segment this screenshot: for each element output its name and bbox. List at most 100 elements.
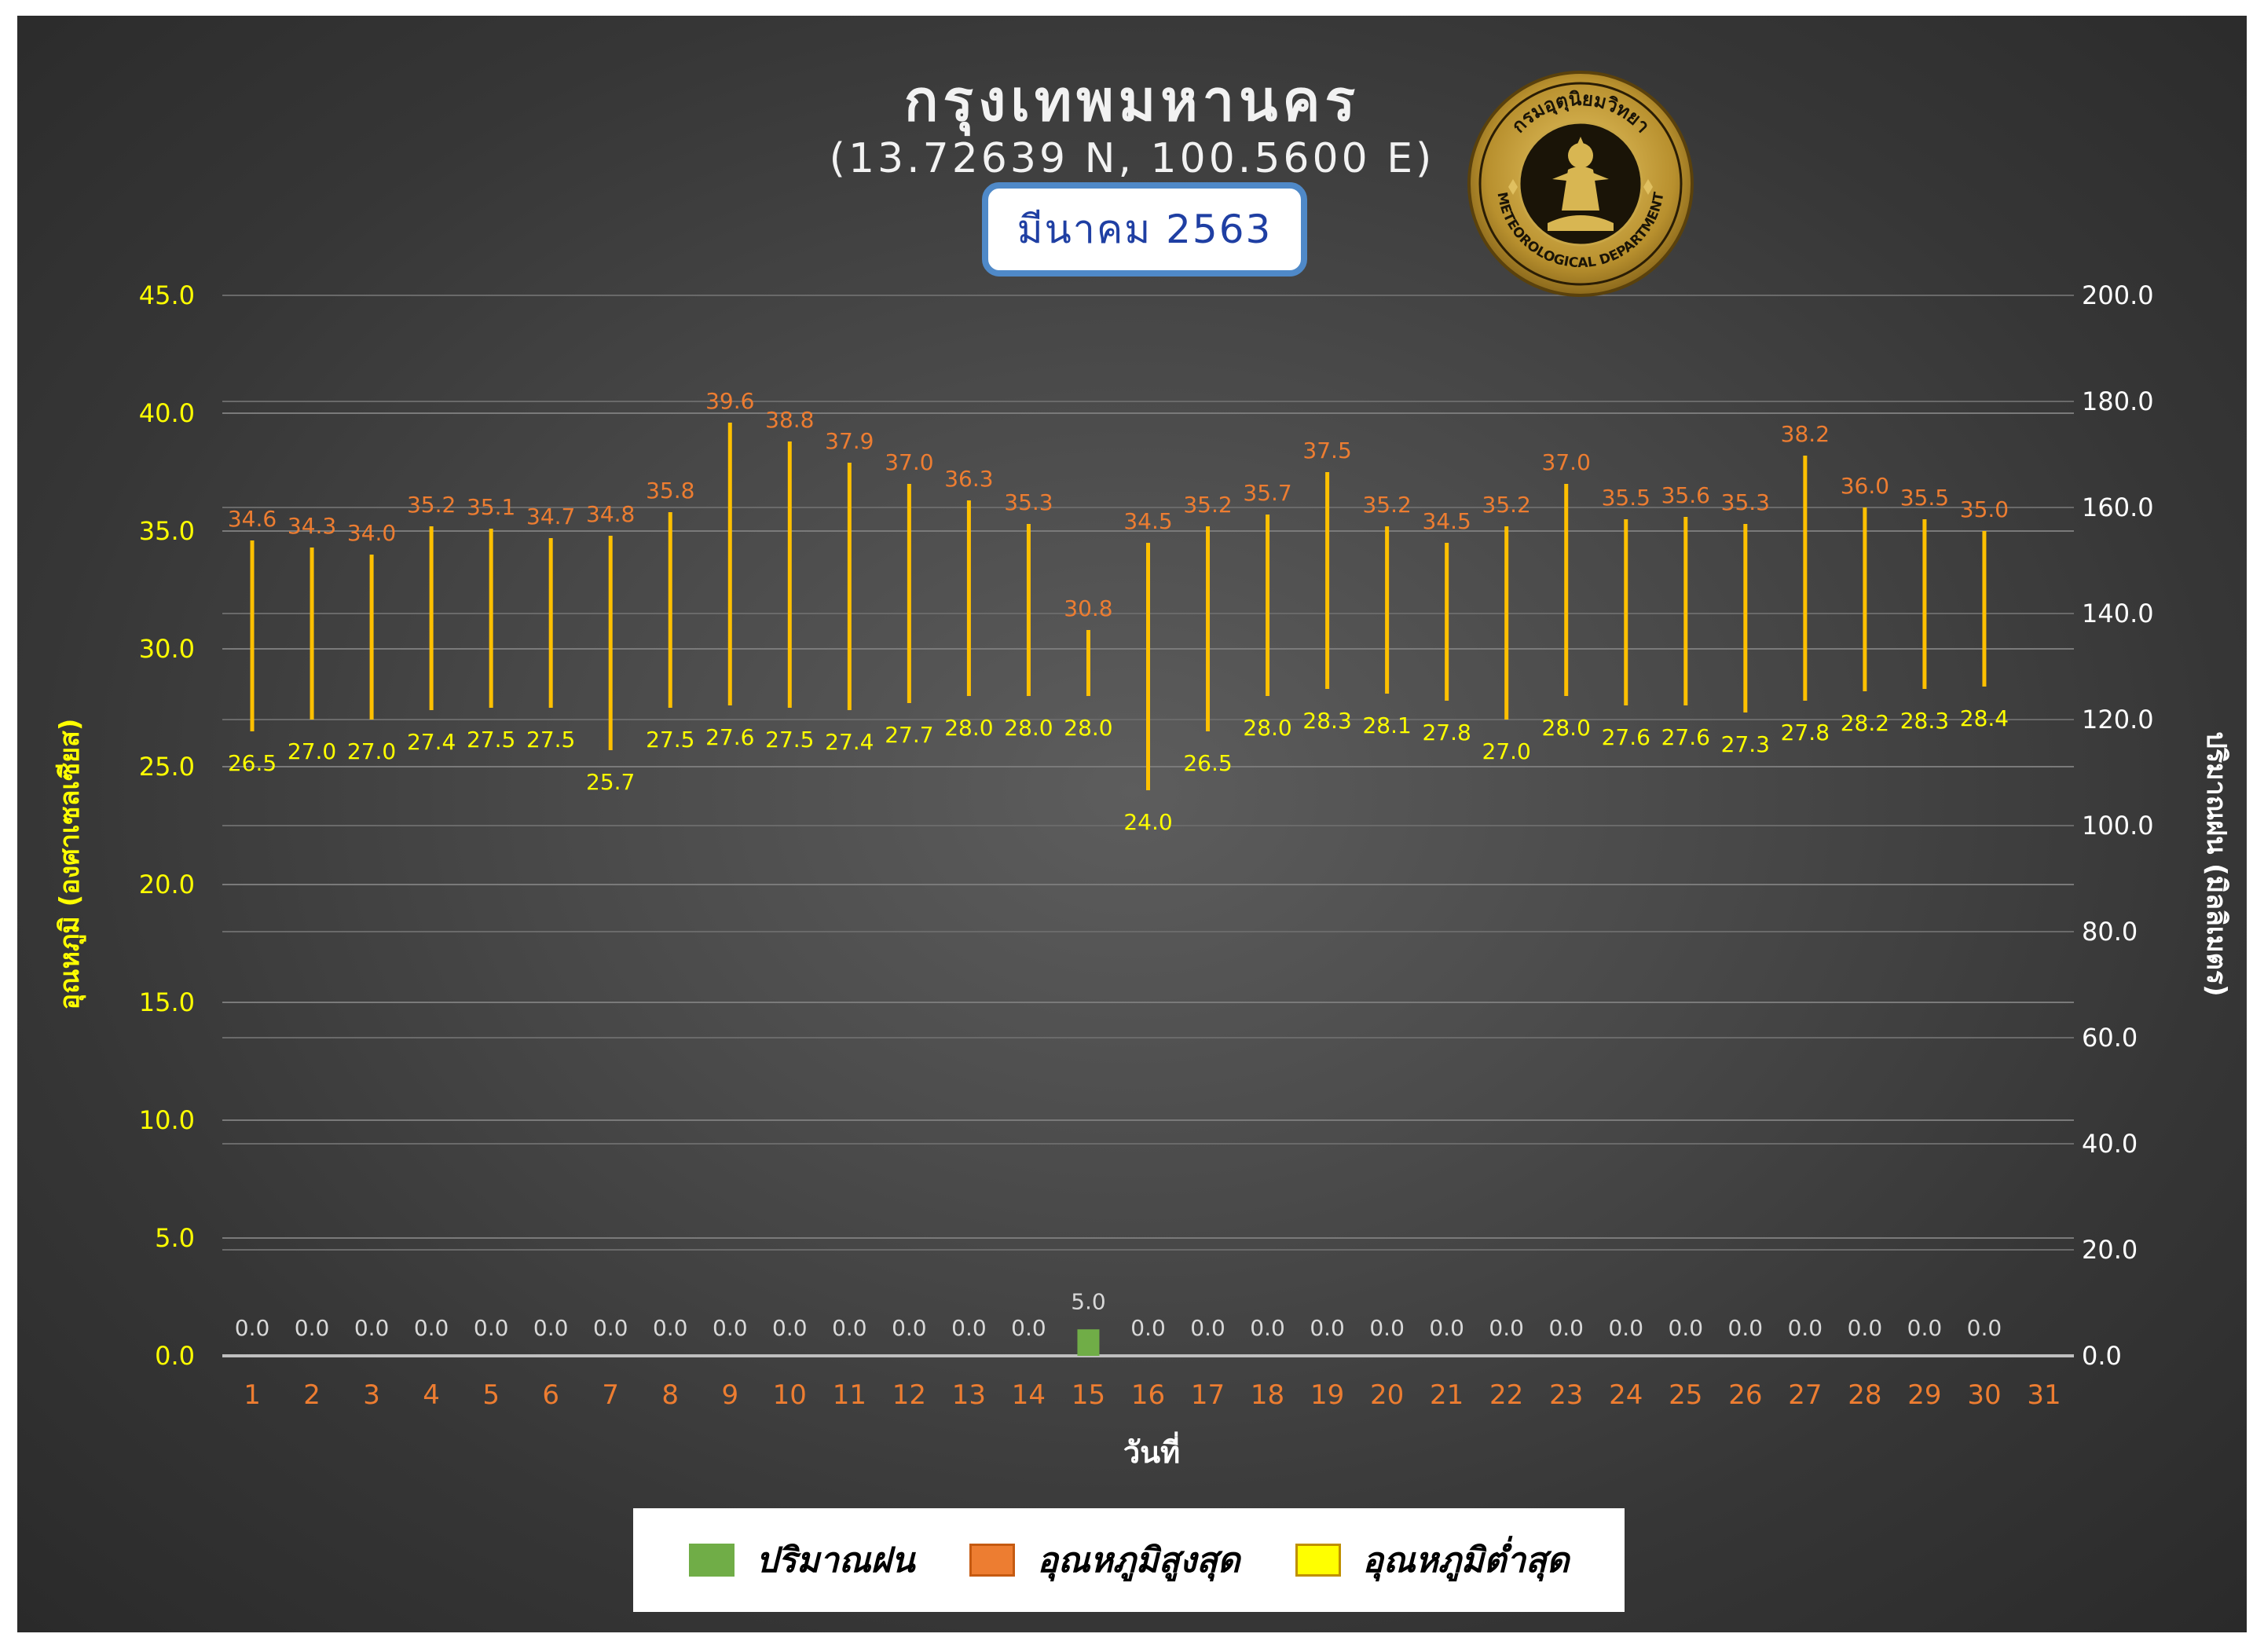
rain-bar-15 [1077,1329,1100,1356]
tmin-label-20: 28.1 [1362,712,1411,738]
tmin-label-21: 27.8 [1422,720,1471,745]
y-tick-left-3: 15.0 [139,987,195,1017]
x-tick-1: 1 [244,1379,261,1411]
x-tick-28: 28 [1848,1379,1881,1411]
rain-label-13: 0.0 [951,1315,987,1341]
tmin-label-18: 28.0 [1243,715,1291,741]
rain-label-17: 0.0 [1190,1315,1225,1341]
x-tick-6: 6 [542,1379,559,1411]
x-tick-7: 7 [602,1379,619,1411]
y-tick-right-6: 120.0 [2082,705,2154,734]
tmin-label-6: 27.5 [526,727,575,753]
legend-label-tmin: อุณหภูมิต่ำสุด [1362,1540,1570,1581]
tmin-label-9: 27.6 [705,724,754,750]
y-tick-right-8: 160.0 [2082,493,2154,522]
tmin-label-27: 27.8 [1781,720,1830,745]
rain-label-6: 0.0 [533,1315,569,1341]
rain-label-3: 0.0 [354,1315,390,1341]
y-tick-left-8: 40.0 [139,398,195,428]
y-axis-left-label: อุณหภูมิ (องศาเซลเซียส) [54,719,86,1010]
legend-swatch-tmax [969,1544,1016,1577]
x-tick-15: 15 [1072,1379,1105,1411]
x-tick-30: 30 [1967,1379,2001,1411]
rain-label-24: 0.0 [1608,1315,1643,1341]
legend-swatch-tmin [1295,1544,1341,1577]
rain-label-4: 0.0 [414,1315,449,1341]
y-tick-left-0: 0.0 [155,1341,195,1371]
rain-label-2: 0.0 [295,1315,330,1341]
tmax-label-8: 35.8 [646,478,694,504]
rain-label-18: 0.0 [1250,1315,1285,1341]
x-tick-10: 10 [773,1379,807,1411]
tmin-label-14: 28.0 [1004,715,1053,741]
rain-label-20: 0.0 [1369,1315,1405,1341]
x-tick-17: 17 [1191,1379,1225,1411]
tmax-label-2: 34.3 [288,513,336,539]
rain-label-30: 0.0 [1967,1315,2002,1341]
tmax-label-28: 36.0 [1841,473,1889,499]
rain-label-23: 0.0 [1548,1315,1584,1341]
tmin-label-25: 27.6 [1661,724,1710,750]
tmax-label-29: 35.5 [1900,485,1949,511]
x-tick-13: 13 [952,1379,986,1411]
tmin-label-10: 27.5 [765,727,814,753]
tmin-label-29: 28.3 [1900,708,1949,734]
tmin-label-1: 26.5 [228,750,277,776]
month-label: มีนาคม 2563 [1017,206,1273,252]
tmax-label-1: 34.6 [228,506,277,532]
tmax-label-16: 34.5 [1123,508,1172,534]
tmin-label-12: 27.7 [885,722,933,748]
coordinates-subtitle: (13.72639 N, 100.5600 E) [829,135,1435,182]
tmax-label-7: 34.8 [586,501,635,527]
tmin-label-24: 27.6 [1602,724,1650,750]
x-tick-26: 26 [1728,1379,1762,1411]
rain-label-11: 0.0 [832,1315,867,1341]
tmax-label-21: 34.5 [1422,508,1471,534]
x-tick-12: 12 [892,1379,926,1411]
tmin-label-4: 27.4 [407,729,456,755]
legend-item-rain: ปริมาณฝน [688,1533,914,1588]
chart-panel [17,16,2247,1632]
y-tick-right-1: 20.0 [2082,1235,2138,1265]
x-tick-21: 21 [1430,1379,1464,1411]
tmd-logo-icon: กรมอุตุนิยมวิทยา METEOROLOGICAL DEPARTME… [1467,71,1694,297]
legend-item-tmax: อุณหภูมิสูงสุด [969,1533,1240,1588]
tmin-label-28: 28.2 [1841,710,1889,736]
axes: 0.05.010.015.020.025.030.035.040.045.00.… [139,280,2154,1411]
tmax-label-6: 34.7 [526,504,575,529]
rain-label-10: 0.0 [772,1315,808,1341]
tmax-label-5: 35.1 [467,494,515,520]
rain-label-29: 0.0 [1907,1315,1943,1341]
tmax-label-27: 38.2 [1781,421,1830,447]
tmax-label-30: 35.0 [1960,496,2009,522]
x-tick-14: 14 [1012,1379,1046,1411]
tmin-label-7: 25.7 [586,769,635,795]
tmin-label-3: 27.0 [347,738,396,764]
x-tick-2: 2 [303,1379,321,1411]
y-tick-left-1: 5.0 [155,1223,195,1253]
y-tick-right-5: 100.0 [2082,811,2154,841]
y-tick-left-9: 45.0 [139,280,195,310]
tmin-label-15: 28.0 [1064,715,1112,741]
tmax-label-14: 35.3 [1004,489,1053,515]
x-tick-5: 5 [482,1379,500,1411]
rain-label-28: 0.0 [1848,1315,1883,1341]
tmax-label-10: 38.8 [765,407,814,433]
tmax-label-12: 37.0 [885,449,933,475]
rain-label-16: 0.0 [1130,1315,1166,1341]
rain-label-1: 0.0 [235,1315,270,1341]
y-tick-right-7: 140.0 [2082,599,2154,628]
tmin-label-23: 28.0 [1542,715,1591,741]
chart-legend: ปริมาณฝน อุณหภูมิสูงสุด อุณหภูมิต่ำสุด [633,1508,1625,1612]
x-tick-16: 16 [1131,1379,1165,1411]
x-axis-label: วันที่ [1123,1431,1180,1470]
tmin-label-26: 27.3 [1721,731,1770,757]
y-tick-left-5: 25.0 [139,752,195,782]
rain-label-14: 0.0 [1011,1315,1046,1341]
y-tick-right-9: 180.0 [2082,386,2154,416]
rain-label-22: 0.0 [1489,1315,1524,1341]
x-tick-8: 8 [661,1379,679,1411]
tmax-label-24: 35.5 [1602,485,1650,511]
tmax-label-20: 35.2 [1362,492,1411,518]
tmin-label-11: 27.4 [825,729,874,755]
